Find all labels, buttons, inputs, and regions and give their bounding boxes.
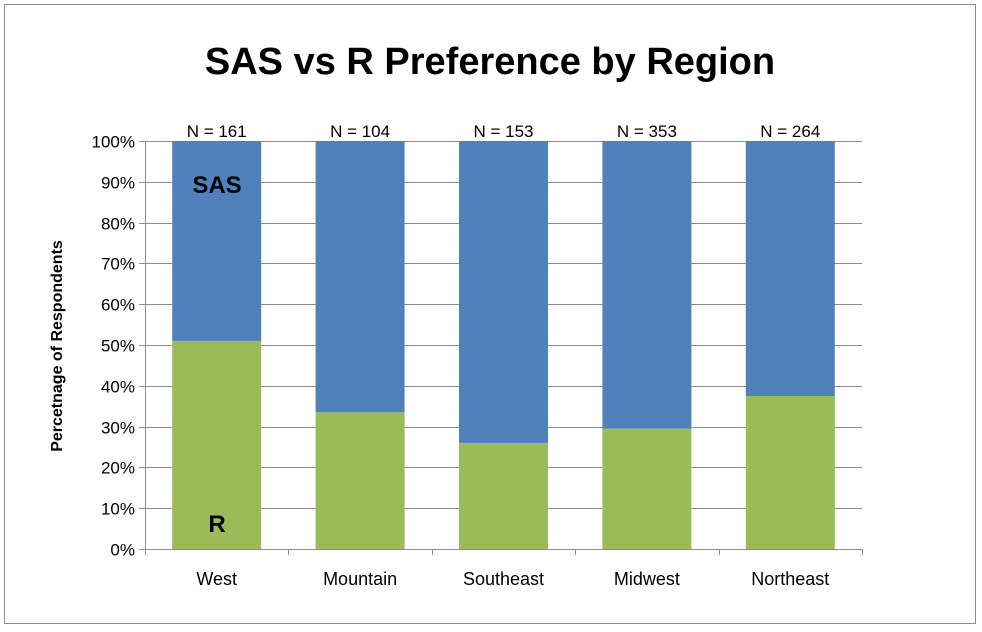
bar-sas-southeast (459, 141, 548, 443)
y-tick-label: 90% (101, 174, 135, 193)
y-tick-label: 100% (92, 133, 135, 152)
sample-size-label: N = 104 (330, 122, 390, 141)
bar-r-west (172, 340, 262, 549)
r-annotation: R (208, 511, 225, 538)
x-tick-label: Northeast (751, 569, 829, 589)
chart-title: SAS vs R Preference by Region (205, 41, 775, 83)
y-tick-label: 50% (101, 337, 135, 356)
bar-sas-northeast (745, 141, 835, 396)
y-tick-label: 80% (101, 215, 135, 234)
y-tick-label: 10% (101, 500, 135, 519)
y-tick-label: 20% (101, 459, 135, 478)
bar-r-mountain (315, 412, 405, 549)
y-tick-label: 40% (101, 378, 135, 397)
x-tick-label: Midwest (614, 569, 680, 589)
y-tick-label: 30% (101, 419, 135, 438)
x-tick-label: Mountain (323, 569, 397, 589)
sample-size-label: N = 153 (473, 122, 533, 141)
x-tick-label: West (196, 569, 237, 589)
sas-annotation: SAS (192, 172, 241, 199)
y-tick-label: 70% (101, 255, 135, 274)
y-tick-label: 0% (110, 541, 135, 560)
y-axis-label: Percetnage of Respondents (49, 240, 66, 452)
x-tick-label: Southeast (463, 569, 544, 589)
sample-size-label: N = 353 (617, 122, 677, 141)
bar-sas-midwest (602, 141, 692, 429)
axes (139, 141, 863, 555)
bar-r-midwest (602, 428, 692, 549)
sample-size-label: N = 161 (187, 122, 247, 141)
y-tick-label: 60% (101, 296, 135, 315)
bar-r-northeast (745, 396, 835, 549)
bar-r-southeast (459, 442, 548, 549)
bar-sas-west (172, 141, 262, 341)
bars (172, 141, 835, 549)
sample-size-label: N = 264 (760, 122, 820, 141)
bar-sas-mountain (315, 141, 405, 413)
labels: 0% 10% 20% 30% 40% 50% 60% 70% 80% 90% 100% West N =… (92, 122, 830, 589)
